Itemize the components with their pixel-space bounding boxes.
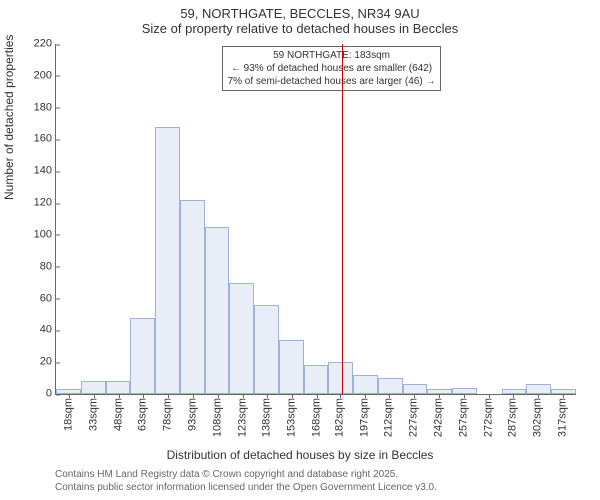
histogram-bar [106, 381, 131, 394]
y-tick: 140 [34, 166, 56, 177]
x-tick: 123sqm [237, 394, 248, 437]
y-tick: 40 [40, 325, 56, 336]
footer-line-1: Contains HM Land Registry data © Crown c… [55, 468, 437, 481]
y-tick: 0 [46, 389, 56, 400]
x-tick: 33sqm [88, 394, 99, 431]
x-tick: 138sqm [262, 394, 273, 437]
chart-subtitle: Size of property relative to detached ho… [0, 21, 600, 40]
y-tick: 80 [40, 261, 56, 272]
y-axis-label: Number of detached properties [2, 35, 16, 200]
annotation-line-2: ← 93% of detached houses are smaller (64… [228, 62, 436, 75]
x-tick: 197sqm [359, 394, 370, 437]
y-tick: 20 [40, 357, 56, 368]
x-tick: 78sqm [163, 394, 174, 431]
x-tick: 317sqm [557, 394, 568, 437]
y-tick: 200 [34, 70, 56, 81]
histogram-bar [155, 127, 180, 394]
x-tick: 182sqm [334, 394, 345, 437]
y-tick: 160 [34, 134, 56, 145]
y-tick: 120 [34, 198, 56, 209]
x-tick: 212sqm [384, 394, 395, 437]
x-tick: 63sqm [138, 394, 149, 431]
y-tick: 100 [34, 229, 56, 240]
histogram-bar [254, 305, 279, 394]
annotation-line-3: 7% of semi-detached houses are larger (4… [228, 75, 436, 88]
y-tick: 60 [40, 293, 56, 304]
histogram-bar [229, 283, 254, 394]
y-tick: 220 [34, 39, 56, 50]
x-tick: 242sqm [433, 394, 444, 437]
x-tick: 108sqm [212, 394, 223, 437]
chart-title: 59, NORTHGATE, BECCLES, NR34 9AU [0, 0, 600, 21]
histogram-bar [378, 378, 403, 394]
x-tick: 287sqm [508, 394, 519, 437]
x-tick: 257sqm [458, 394, 469, 437]
x-tick: 48sqm [113, 394, 124, 431]
histogram-bar [526, 384, 551, 394]
histogram-bar [304, 365, 329, 394]
x-tick: 227sqm [409, 394, 420, 437]
x-tick: 153sqm [287, 394, 298, 437]
x-tick: 168sqm [311, 394, 322, 437]
histogram-bar [180, 200, 205, 394]
annotation-box: 59 NORTHGATE: 183sqm ← 93% of detached h… [222, 46, 442, 91]
x-tick: 18sqm [64, 394, 75, 431]
histogram-bar [353, 375, 378, 394]
histogram-bar [279, 340, 304, 394]
histogram-chart: 59, NORTHGATE, BECCLES, NR34 9AU Size of… [0, 0, 600, 500]
histogram-bar [81, 381, 106, 394]
histogram-bar [403, 384, 428, 394]
x-tick: 93sqm [188, 394, 199, 431]
x-tick: 272sqm [483, 394, 494, 437]
reference-line [342, 44, 343, 394]
annotation-line-1: 59 NORTHGATE: 183sqm [228, 49, 436, 62]
y-tick: 180 [34, 102, 56, 113]
footer-line-2: Contains public sector information licen… [55, 481, 437, 494]
histogram-bar [205, 227, 230, 394]
x-axis-label: Distribution of detached houses by size … [0, 448, 600, 462]
footer-attribution: Contains HM Land Registry data © Crown c… [55, 468, 437, 494]
plot-area: 59 NORTHGATE: 183sqm ← 93% of detached h… [55, 44, 576, 395]
x-tick: 302sqm [533, 394, 544, 437]
histogram-bar [130, 318, 155, 394]
